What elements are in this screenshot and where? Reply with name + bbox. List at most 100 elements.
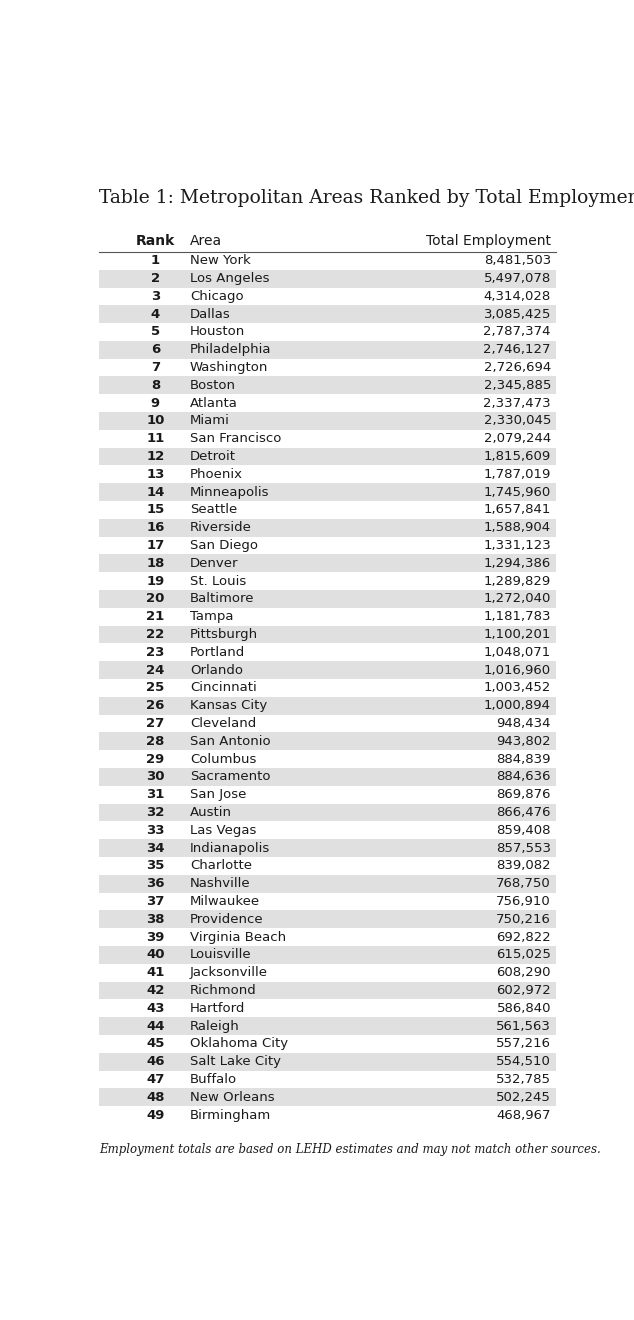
Text: 45: 45 [146,1038,165,1051]
Text: 859,408: 859,408 [496,824,551,837]
Bar [99,982,556,999]
Text: 44: 44 [146,1019,165,1032]
Text: 36: 36 [146,878,165,890]
Text: 557,216: 557,216 [496,1038,551,1051]
Text: 9: 9 [151,397,160,409]
Bar [99,1089,556,1106]
Text: Indianapolis: Indianapolis [190,842,270,854]
Bar [99,1053,556,1071]
Text: 554,510: 554,510 [496,1055,551,1068]
Text: Salt Lake City: Salt Lake City [190,1055,281,1068]
Text: 5: 5 [151,326,160,338]
Text: Austin: Austin [190,807,232,818]
Text: San Francisco: San Francisco [190,432,281,445]
Text: 42: 42 [146,983,165,997]
Bar [99,412,556,430]
Text: 10: 10 [146,414,165,428]
Text: 15: 15 [146,503,165,516]
Bar [99,305,556,323]
Bar [99,875,556,892]
Text: 615,025: 615,025 [496,948,551,961]
Bar [99,697,556,714]
Text: Birmingham: Birmingham [190,1109,271,1122]
Text: Minneapolis: Minneapolis [190,486,269,499]
Text: 40: 40 [146,948,165,961]
Text: Washington: Washington [190,362,268,374]
Bar [99,768,556,785]
Text: 756,910: 756,910 [496,895,551,908]
Text: 2,345,885: 2,345,885 [484,379,551,392]
Text: 692,822: 692,822 [496,931,551,944]
Text: 866,476: 866,476 [496,807,551,818]
Text: Milwaukee: Milwaukee [190,895,260,908]
Text: 1,181,783: 1,181,783 [484,610,551,623]
Text: 4: 4 [151,308,160,321]
Text: 3: 3 [151,290,160,302]
Text: 39: 39 [146,931,165,944]
Text: Seattle: Seattle [190,503,237,516]
Text: 24: 24 [146,664,165,677]
Text: 869,876: 869,876 [496,788,551,801]
Text: 12: 12 [146,450,165,463]
Text: 26: 26 [146,700,165,713]
Text: 2,337,473: 2,337,473 [483,397,551,409]
Text: 602,972: 602,972 [496,983,551,997]
Text: 1,331,123: 1,331,123 [483,539,551,552]
Text: 11: 11 [146,432,165,445]
Text: 6: 6 [151,343,160,356]
Text: 37: 37 [146,895,165,908]
Bar [99,483,556,502]
Text: Providence: Providence [190,913,264,925]
Bar [99,733,556,750]
Text: 3,085,425: 3,085,425 [484,308,551,321]
Text: 48: 48 [146,1090,165,1104]
Text: 1,294,386: 1,294,386 [484,557,551,570]
Text: 41: 41 [146,966,165,979]
Text: San Antonio: San Antonio [190,735,271,748]
Text: Louisville: Louisville [190,948,252,961]
Text: 1,100,201: 1,100,201 [484,628,551,642]
Text: 943,802: 943,802 [496,735,551,748]
Bar [99,341,556,359]
Text: Las Vegas: Las Vegas [190,824,256,837]
Text: 25: 25 [146,681,165,694]
Text: 1,787,019: 1,787,019 [484,467,551,480]
Text: 27: 27 [146,717,165,730]
Text: 857,553: 857,553 [496,842,551,854]
Text: Buffalo: Buffalo [190,1073,237,1086]
Text: San Diego: San Diego [190,539,258,552]
Text: Rank: Rank [136,234,175,248]
Text: Dallas: Dallas [190,308,231,321]
Text: Charlotte: Charlotte [190,859,252,873]
Text: Sacramento: Sacramento [190,771,270,784]
Text: 1,048,071: 1,048,071 [484,645,551,659]
Text: Cleveland: Cleveland [190,717,256,730]
Text: Houston: Houston [190,326,245,338]
Text: 19: 19 [146,574,165,587]
Text: Raleigh: Raleigh [190,1019,240,1032]
Text: 33: 33 [146,824,165,837]
Text: 8: 8 [151,379,160,392]
Text: 28: 28 [146,735,165,748]
Text: Area: Area [190,234,222,248]
Bar [99,661,556,678]
Text: 49: 49 [146,1109,165,1122]
Text: Riverside: Riverside [190,521,252,535]
Text: 5,497,078: 5,497,078 [484,272,551,285]
Text: 468,967: 468,967 [496,1109,551,1122]
Text: San Jose: San Jose [190,788,246,801]
Text: Boston: Boston [190,379,236,392]
Text: 34: 34 [146,842,165,854]
Text: 17: 17 [146,539,165,552]
Bar [99,590,556,607]
Text: 1,657,841: 1,657,841 [484,503,551,516]
Text: 1,815,609: 1,815,609 [484,450,551,463]
Text: Nashville: Nashville [190,878,250,890]
Text: New Orleans: New Orleans [190,1090,275,1104]
Text: 608,290: 608,290 [496,966,551,979]
Text: 2,746,127: 2,746,127 [484,343,551,356]
Bar [99,911,556,928]
Text: 884,839: 884,839 [496,752,551,766]
Text: 46: 46 [146,1055,165,1068]
Text: 4,314,028: 4,314,028 [484,290,551,302]
